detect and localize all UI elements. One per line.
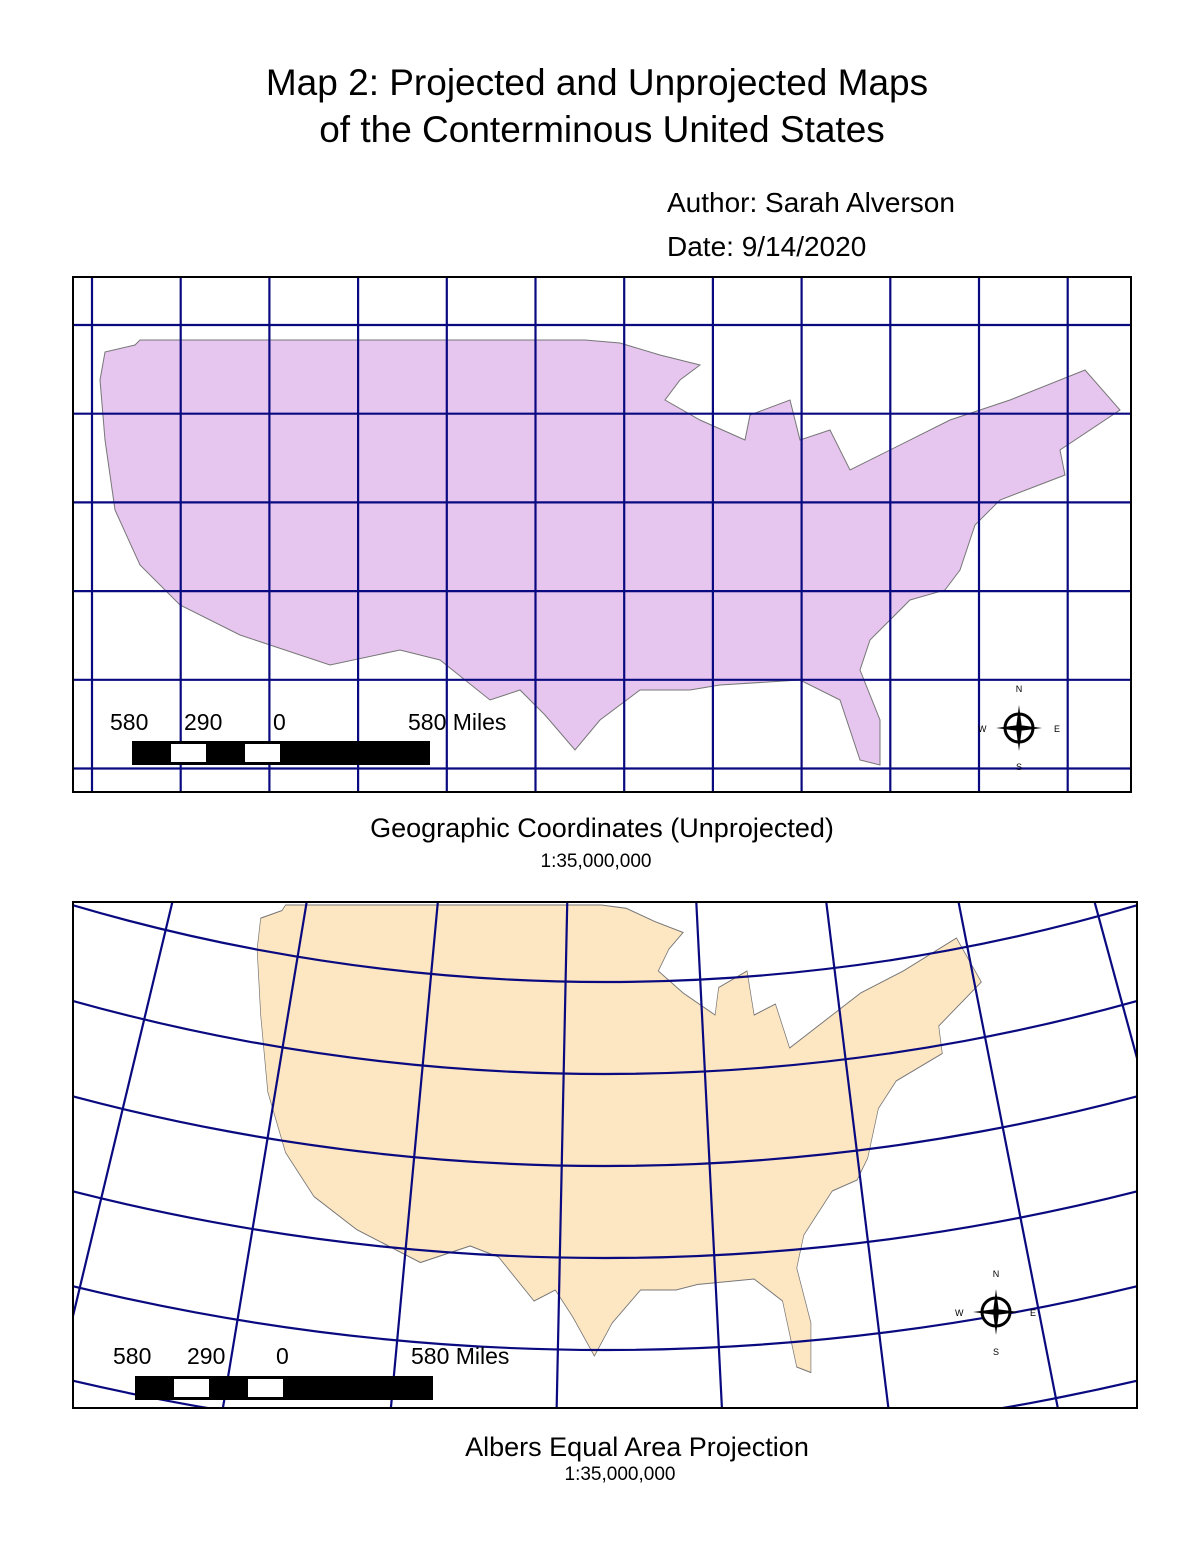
scale-bar: 580 290 0 580 Miles <box>113 1343 509 1400</box>
compass-letter: N <box>1016 684 1023 694</box>
map-frame <box>72 901 1138 1409</box>
scale-label: 580 <box>110 709 148 735</box>
compass-letter: E <box>1030 1308 1036 1318</box>
compass: N E S W <box>978 684 1060 772</box>
title-line: Map 2: Projected and Unprojected Maps <box>266 62 928 103</box>
scale-label: 0 <box>276 1343 289 1369</box>
compass: N E S W <box>955 1269 1036 1357</box>
graticule <box>1167 704 1200 1459</box>
graticule <box>957 902 1059 1408</box>
graticule <box>73 1095 1137 1168</box>
scale-label: 290 <box>184 709 222 735</box>
compass-letter: S <box>1016 762 1022 772</box>
map-unprojected <box>73 277 1131 792</box>
graticule <box>73 1190 1137 1260</box>
compass-letter: N <box>993 1269 1000 1279</box>
graticule <box>825 902 890 1408</box>
scale-label: 580 Miles <box>411 1343 509 1369</box>
compass-letter: E <box>1054 724 1060 734</box>
graticule <box>73 904 1137 984</box>
graticule <box>0 720 91 1483</box>
scale-label: 0 <box>273 709 286 735</box>
graticule <box>73 902 174 1321</box>
graticule <box>695 902 724 1408</box>
author: Author: Sarah Alverson <box>667 187 955 218</box>
graticule <box>73 999 1137 1076</box>
compass-letter: W <box>978 724 987 734</box>
date: Date: 9/14/2020 <box>667 231 866 262</box>
scale-label: 580 <box>113 1343 151 1369</box>
graticule <box>73 1285 1137 1352</box>
graticule <box>221 902 308 1408</box>
map-caption: Albers Equal Area Projection <box>465 1432 809 1462</box>
map-frame <box>72 276 1132 793</box>
compass-letter: W <box>955 1308 964 1318</box>
map-scale: 1:35,000,000 <box>541 851 652 872</box>
scale-label: 580 Miles <box>408 709 506 735</box>
graticule <box>1093 902 1137 1063</box>
compass-letter: S <box>993 1347 999 1357</box>
map-caption: Geographic Coordinates (Unprojected) <box>370 813 834 843</box>
title-line: of the Conterminous United States <box>319 109 885 150</box>
graticule <box>555 902 569 1408</box>
scale-bar: 580 290 0 580 Miles <box>110 709 506 765</box>
scale-label: 290 <box>187 1343 225 1369</box>
map-scale: 1:35,000,000 <box>565 1464 676 1485</box>
graticule <box>389 902 439 1408</box>
